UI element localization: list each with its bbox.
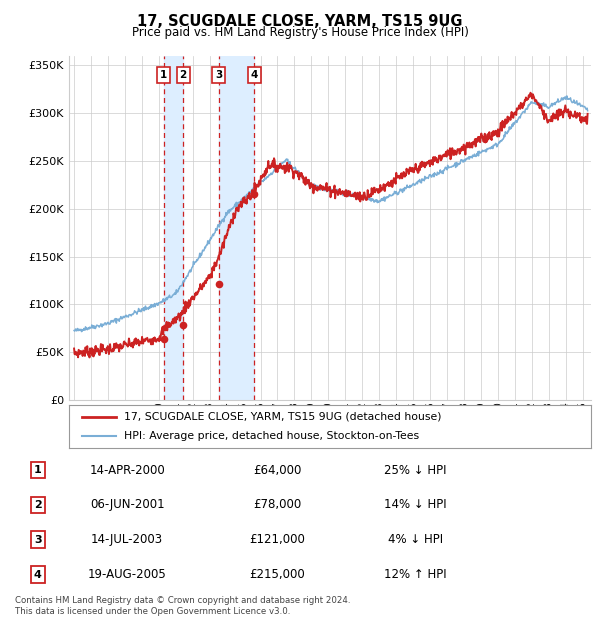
- Text: 4: 4: [251, 69, 258, 80]
- Text: 17, SCUGDALE CLOSE, YARM, TS15 9UG (detached house): 17, SCUGDALE CLOSE, YARM, TS15 9UG (deta…: [124, 412, 442, 422]
- Text: 14-JUL-2003: 14-JUL-2003: [91, 533, 163, 546]
- Text: 17, SCUGDALE CLOSE, YARM, TS15 9UG: 17, SCUGDALE CLOSE, YARM, TS15 9UG: [137, 14, 463, 29]
- Text: HPI: Average price, detached house, Stockton-on-Tees: HPI: Average price, detached house, Stoc…: [124, 432, 419, 441]
- Text: 1: 1: [160, 69, 167, 80]
- Text: 1: 1: [34, 465, 42, 475]
- Text: 14-APR-2000: 14-APR-2000: [89, 464, 165, 477]
- Text: £215,000: £215,000: [249, 568, 305, 581]
- Text: 06-JUN-2001: 06-JUN-2001: [90, 498, 164, 511]
- Text: Price paid vs. HM Land Registry's House Price Index (HPI): Price paid vs. HM Land Registry's House …: [131, 26, 469, 39]
- Text: 4% ↓ HPI: 4% ↓ HPI: [388, 533, 443, 546]
- Text: 2: 2: [179, 69, 187, 80]
- Text: 3: 3: [215, 69, 222, 80]
- Text: 12% ↑ HPI: 12% ↑ HPI: [384, 568, 446, 581]
- Text: £64,000: £64,000: [253, 464, 301, 477]
- Text: 4: 4: [34, 570, 42, 580]
- Text: 2: 2: [34, 500, 42, 510]
- Text: 25% ↓ HPI: 25% ↓ HPI: [384, 464, 446, 477]
- Text: 14% ↓ HPI: 14% ↓ HPI: [384, 498, 446, 511]
- Text: £78,000: £78,000: [253, 498, 301, 511]
- Bar: [164, 56, 183, 400]
- Text: £121,000: £121,000: [249, 533, 305, 546]
- Text: 3: 3: [34, 535, 42, 545]
- Bar: [218, 56, 254, 400]
- Text: 19-AUG-2005: 19-AUG-2005: [88, 568, 167, 581]
- Text: Contains HM Land Registry data © Crown copyright and database right 2024.
This d: Contains HM Land Registry data © Crown c…: [15, 596, 350, 616]
